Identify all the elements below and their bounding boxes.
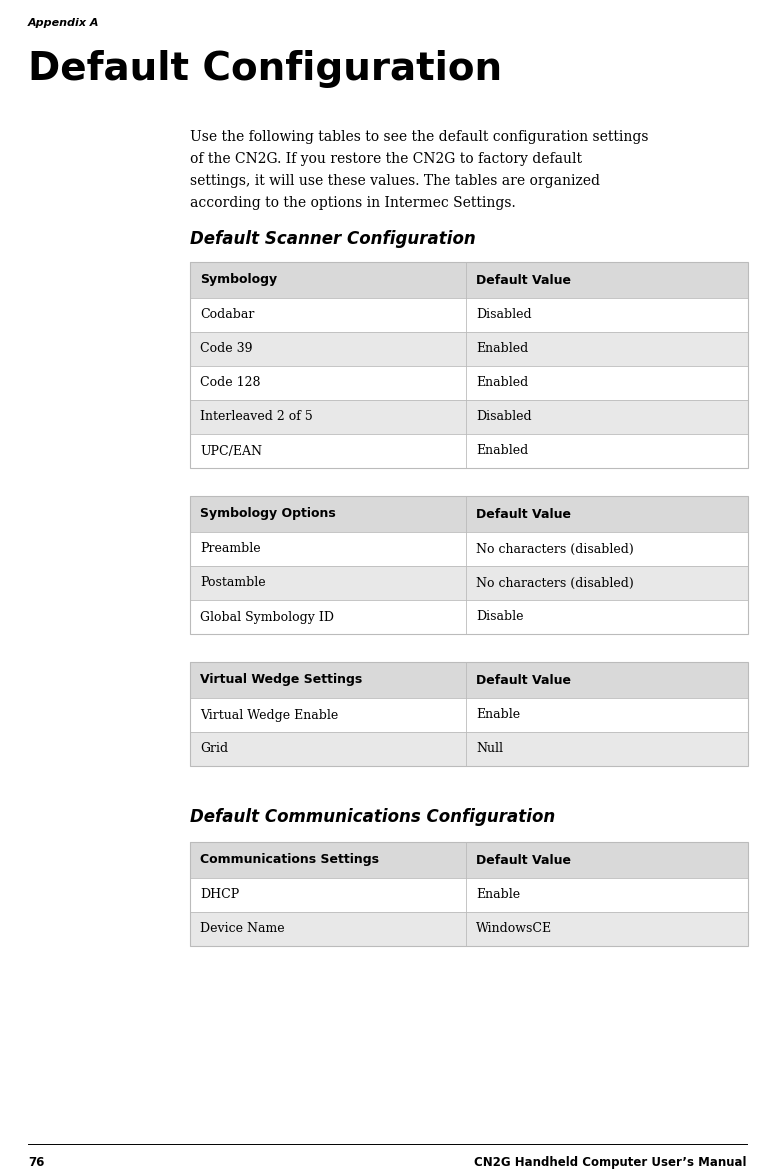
Bar bbox=[190, 496, 748, 634]
Text: of the CN2G. If you restore the CN2G to factory default: of the CN2G. If you restore the CN2G to … bbox=[190, 152, 582, 166]
Text: Device Name: Device Name bbox=[200, 922, 284, 935]
Text: Disable: Disable bbox=[476, 611, 524, 624]
Text: Default Configuration: Default Configuration bbox=[28, 50, 502, 88]
Text: Enable: Enable bbox=[476, 888, 520, 901]
Bar bbox=[190, 496, 748, 532]
Text: Appendix A: Appendix A bbox=[28, 18, 99, 28]
Text: UPC/EAN: UPC/EAN bbox=[200, 444, 262, 457]
Text: Default Scanner Configuration: Default Scanner Configuration bbox=[190, 230, 476, 248]
Bar bbox=[190, 532, 748, 566]
Bar bbox=[190, 298, 748, 332]
Bar bbox=[190, 841, 748, 946]
Text: Preamble: Preamble bbox=[200, 543, 260, 556]
Bar bbox=[190, 841, 748, 878]
Text: Virtual Wedge Settings: Virtual Wedge Settings bbox=[200, 674, 362, 687]
Text: DHCP: DHCP bbox=[200, 888, 239, 901]
Text: Disabled: Disabled bbox=[476, 308, 532, 321]
Text: settings, it will use these values. The tables are organized: settings, it will use these values. The … bbox=[190, 173, 600, 188]
Text: Null: Null bbox=[476, 743, 503, 756]
Bar bbox=[190, 878, 748, 912]
Text: Enabled: Enabled bbox=[476, 444, 529, 457]
Bar bbox=[190, 732, 748, 766]
Bar bbox=[190, 434, 748, 468]
Text: Enable: Enable bbox=[476, 709, 520, 722]
Text: WindowsCE: WindowsCE bbox=[476, 922, 553, 935]
Bar bbox=[190, 662, 748, 699]
Text: Interleaved 2 of 5: Interleaved 2 of 5 bbox=[200, 410, 313, 423]
Text: CN2G Handheld Computer User’s Manual: CN2G Handheld Computer User’s Manual bbox=[474, 1156, 747, 1168]
Bar bbox=[190, 699, 748, 732]
Bar bbox=[190, 366, 748, 400]
Bar bbox=[190, 332, 748, 366]
Text: Grid: Grid bbox=[200, 743, 228, 756]
Bar bbox=[190, 662, 748, 766]
Bar bbox=[190, 263, 748, 468]
Text: Default Communications Configuration: Default Communications Configuration bbox=[190, 808, 555, 826]
Text: Default Value: Default Value bbox=[476, 853, 571, 866]
Text: Disabled: Disabled bbox=[476, 410, 532, 423]
Text: No characters (disabled): No characters (disabled) bbox=[476, 543, 634, 556]
Text: Symbology Options: Symbology Options bbox=[200, 507, 336, 520]
Bar bbox=[190, 263, 748, 298]
Text: Communications Settings: Communications Settings bbox=[200, 853, 379, 866]
Text: 76: 76 bbox=[28, 1156, 44, 1168]
Text: Code 128: Code 128 bbox=[200, 376, 260, 389]
Text: Symbology: Symbology bbox=[200, 273, 277, 286]
Text: Default Value: Default Value bbox=[476, 674, 571, 687]
Text: Default Value: Default Value bbox=[476, 507, 571, 520]
Text: Enabled: Enabled bbox=[476, 376, 529, 389]
Text: Global Symbology ID: Global Symbology ID bbox=[200, 611, 334, 624]
Text: according to the options in Intermec Settings.: according to the options in Intermec Set… bbox=[190, 196, 515, 210]
Text: Postamble: Postamble bbox=[200, 577, 266, 590]
Bar bbox=[190, 912, 748, 946]
Text: Use the following tables to see the default configuration settings: Use the following tables to see the defa… bbox=[190, 130, 649, 144]
Text: Virtual Wedge Enable: Virtual Wedge Enable bbox=[200, 709, 338, 722]
Text: Code 39: Code 39 bbox=[200, 342, 253, 355]
Bar bbox=[190, 566, 748, 600]
Bar bbox=[190, 400, 748, 434]
Text: Default Value: Default Value bbox=[476, 273, 571, 286]
Bar bbox=[190, 600, 748, 634]
Text: Codabar: Codabar bbox=[200, 308, 254, 321]
Text: No characters (disabled): No characters (disabled) bbox=[476, 577, 634, 590]
Text: Enabled: Enabled bbox=[476, 342, 529, 355]
